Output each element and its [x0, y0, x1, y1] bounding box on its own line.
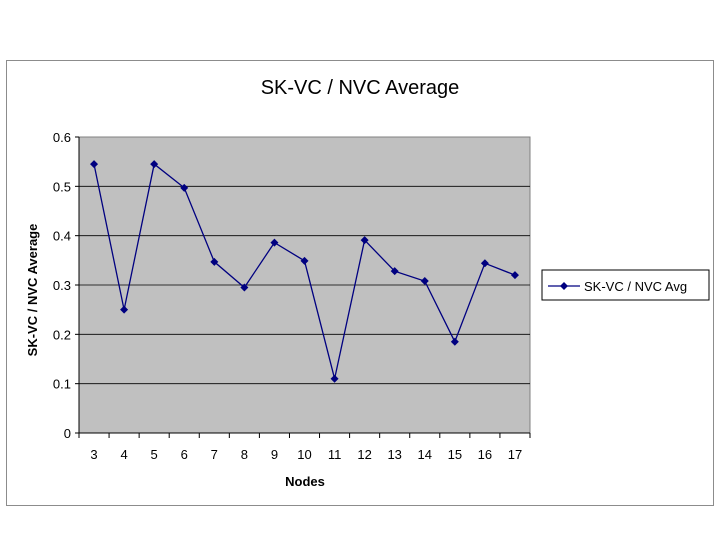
legend-label: SK-VC / NVC Avg	[584, 279, 687, 294]
y-tick-label: 0.4	[53, 229, 71, 244]
y-tick-label: 0.1	[53, 377, 71, 392]
x-tick-label: 7	[211, 447, 218, 462]
data-point-marker	[510, 271, 519, 280]
x-tick-label: 5	[151, 447, 158, 462]
x-tick-label: 11	[328, 447, 342, 462]
x-tick-label: 8	[241, 447, 248, 462]
data-point-marker	[480, 259, 489, 268]
data-point-marker	[390, 267, 399, 276]
data-point-marker	[180, 183, 189, 192]
data-point-marker	[300, 256, 309, 265]
data-point-marker	[330, 374, 339, 383]
y-tick-label: 0.5	[53, 179, 71, 194]
x-axis-ticks: 3 4 5 6 7 8 9 10 11 12 13 14 15 16 17	[78, 432, 531, 462]
data-point-marker	[210, 257, 219, 266]
data-point-marker	[90, 160, 99, 169]
data-point-marker	[360, 236, 369, 245]
x-tick-label: 10	[297, 447, 311, 462]
x-tick-label: 3	[90, 447, 97, 462]
gridlines	[79, 185, 530, 385]
x-tick-label: 4	[120, 447, 127, 462]
x-tick-label: 15	[448, 447, 462, 462]
y-tick-label: 0.3	[53, 278, 71, 293]
y-tick-label: 0	[64, 426, 71, 441]
x-tick-label: 17	[508, 447, 522, 462]
y-tick-label: 0.6	[53, 130, 71, 145]
data-point-marker	[120, 305, 129, 314]
legend-box	[541, 269, 710, 301]
data-point-marker	[150, 160, 159, 169]
y-axis-label: SK-VC / NVC Average	[25, 224, 40, 357]
data-point-marker	[450, 337, 459, 346]
y-tick-label: 0.2	[53, 327, 71, 342]
data-markers	[90, 160, 519, 383]
legend: SK-VC / NVC Avg	[541, 269, 710, 301]
x-tick-label: 16	[478, 447, 492, 462]
x-tick-label: 13	[387, 447, 401, 462]
x-tick-label: 9	[271, 447, 278, 462]
data-point-marker	[420, 277, 429, 286]
y-axis-ticks: 0 0.1 0.2 0.3 0.4 0.5 0.6	[53, 130, 80, 441]
x-axis-label: Nodes	[285, 474, 325, 489]
legend-marker	[560, 282, 568, 290]
chart-title: SK-VC / NVC Average	[261, 77, 460, 99]
data-point-marker	[270, 238, 279, 247]
x-tick-label: 12	[357, 447, 371, 462]
x-tick-label: 6	[181, 447, 188, 462]
x-tick-label: 14	[418, 447, 432, 462]
data-point-marker	[240, 283, 249, 292]
